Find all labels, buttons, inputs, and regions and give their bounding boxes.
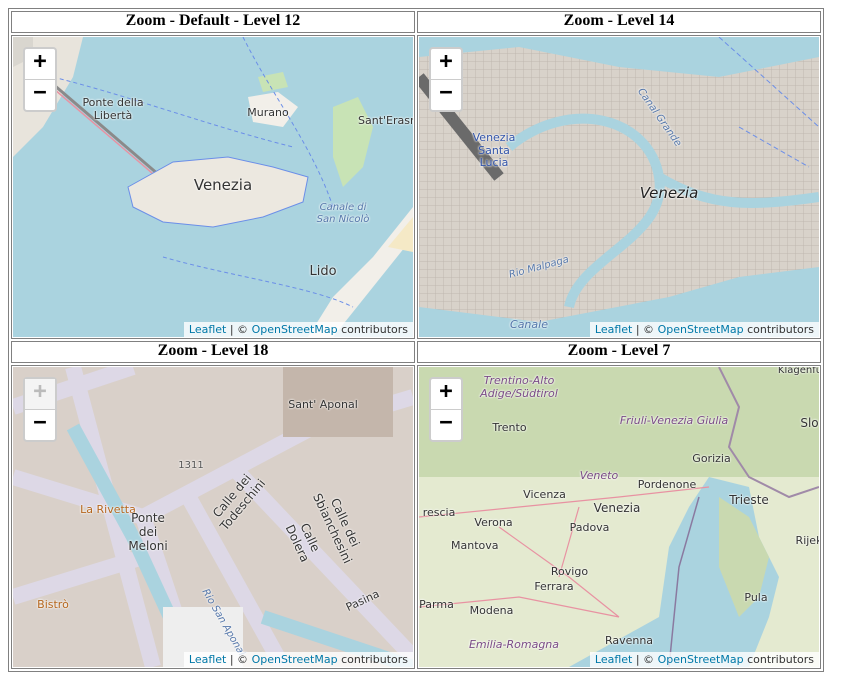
map-label: Trieste: [729, 493, 769, 507]
map[interactable]: Ponte della Libertà Murano Sant'Erasm Venez…: [13, 37, 413, 337]
zoom-in-button[interactable]: +: [431, 379, 461, 410]
map-label: Ravenna: [604, 634, 654, 647]
map-label: Canale: [510, 318, 548, 331]
map-label: Rijek: [795, 534, 819, 547]
attribution-suffix: contributors: [341, 323, 408, 336]
map-label: 1311: [178, 460, 204, 471]
osm-link[interactable]: OpenStreetMap: [657, 323, 744, 336]
map[interactable]: Venezia Santa Lucia Venezia Rio Malpaga Can…: [419, 37, 819, 337]
map-label: Vicenza: [523, 488, 566, 501]
map-label: Friuli-Venezia Giulia: [619, 414, 729, 427]
leaflet-link[interactable]: Leaflet: [594, 323, 633, 336]
map-label: Gorizia: [692, 452, 731, 465]
attribution-suffix: contributors: [341, 653, 408, 666]
zoom-out-button[interactable]: −: [33, 410, 47, 435]
map-label: Sant'Erasm: [358, 114, 413, 127]
map-label: Sant' Aponal: [288, 398, 358, 411]
leaflet-link[interactable]: Leaflet: [594, 653, 633, 666]
map-label: Murano: [247, 106, 289, 119]
leaflet-link[interactable]: Leaflet: [188, 653, 227, 666]
map-label: Venezia: [193, 176, 253, 194]
map-title: Zoom - Level 14: [417, 11, 821, 33]
map-label: Bistrò: [37, 598, 69, 611]
zoom-out-button[interactable]: −: [439, 410, 453, 435]
map-label: Padova: [569, 521, 610, 534]
map-tiles: [419, 367, 819, 667]
map-label: Rovigo: [550, 565, 589, 578]
zoom-control: + −: [23, 377, 57, 442]
map-label: Modena: [469, 604, 514, 617]
zoom-in-button[interactable]: +: [25, 379, 55, 410]
attribution-separator: | ©: [635, 323, 655, 336]
map-table: Zoom - Default - Level 12 Zoom - Level 1…: [8, 8, 824, 672]
osm-link[interactable]: OpenStreetMap: [251, 323, 338, 336]
map-label: Verona: [474, 516, 513, 529]
map-label: rescia: [422, 506, 456, 519]
attribution: Leaflet | © OpenStreetMap contributors: [183, 322, 413, 337]
map-label: Pordenone: [637, 478, 697, 491]
map-label: Ponte della Libertà: [82, 96, 144, 122]
zoom-control: + −: [23, 47, 57, 112]
attribution-suffix: contributors: [747, 653, 814, 666]
map-label: Venezia: [639, 184, 699, 202]
map-tiles: [13, 367, 413, 667]
map-label: Trento: [492, 421, 527, 434]
osm-link[interactable]: OpenStreetMap: [251, 653, 338, 666]
leaflet-link[interactable]: Leaflet: [188, 323, 227, 336]
zoom-out-button[interactable]: −: [33, 80, 47, 105]
map-label: Slo: [800, 416, 819, 430]
map-label: Emilia-Romagna: [468, 638, 560, 651]
map-label: La Rivetta: [80, 503, 136, 516]
map-label: Venezia: [593, 501, 641, 515]
attribution-separator: | ©: [229, 323, 249, 336]
attribution-suffix: contributors: [747, 323, 814, 336]
map-label: Pula: [744, 591, 768, 604]
attribution: Leaflet | © OpenStreetMap contributors: [589, 322, 819, 337]
map[interactable]: Sant' Aponal 1311 La Rivetta Ponte dei Melo…: [13, 367, 413, 667]
zoom-in-button[interactable]: +: [25, 49, 55, 80]
map-title: Zoom - Level 18: [11, 341, 415, 363]
map-tiles: [419, 37, 819, 337]
map-label: Lido: [309, 264, 337, 279]
attribution: Leaflet | © OpenStreetMap contributors: [183, 652, 413, 667]
zoom-control: + −: [429, 377, 463, 442]
map-label: Venezia Santa Lucia: [472, 131, 516, 170]
attribution: Leaflet | © OpenStreetMap contributors: [589, 652, 819, 667]
map-label: Parma: [419, 598, 454, 611]
map-label: Trentino-Alto Adige/Südtirol: [480, 374, 558, 400]
map-label: Veneto: [579, 469, 619, 482]
osm-link[interactable]: OpenStreetMap: [657, 653, 744, 666]
map-label: Ponte dei Meloni: [128, 511, 168, 553]
map-label: Canale di San Nicolò: [316, 202, 370, 225]
zoom-control: + −: [429, 47, 463, 112]
map-title: Zoom - Level 7: [417, 341, 821, 363]
map-label: Ferrara: [534, 580, 574, 593]
attribution-separator: | ©: [635, 653, 655, 666]
map-label: Mantova: [451, 539, 499, 552]
map-title: Zoom - Default - Level 12: [11, 11, 415, 33]
attribution-separator: | ©: [229, 653, 249, 666]
zoom-out-button[interactable]: −: [439, 80, 453, 105]
map[interactable]: Klagenfurt Trentino-Alto Adige/Südtirol Tr…: [419, 367, 819, 667]
map-label: Klagenfurt: [777, 367, 819, 376]
zoom-in-button[interactable]: +: [431, 49, 461, 80]
map-tiles: [13, 37, 413, 337]
